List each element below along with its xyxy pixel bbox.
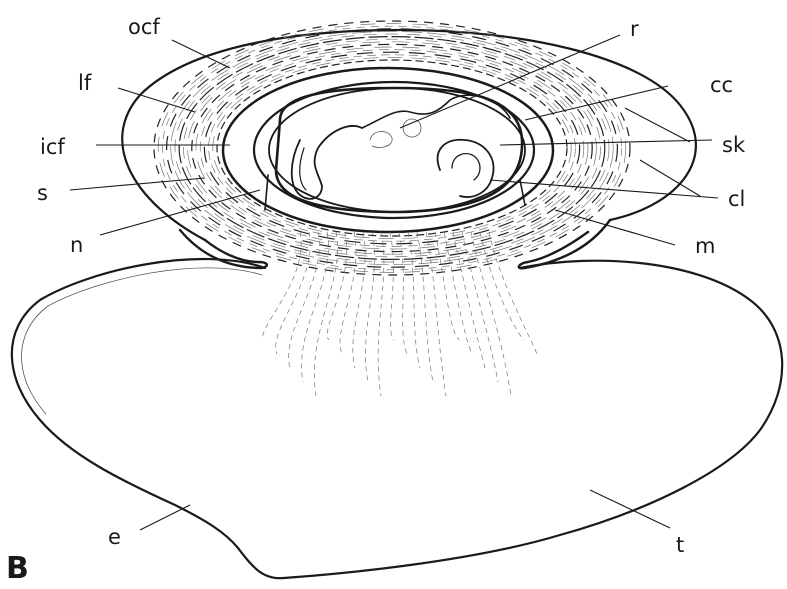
fibre-ring bbox=[199, 49, 585, 247]
right-organ-coil bbox=[451, 153, 481, 181]
neck-strand bbox=[452, 231, 486, 369]
panel-label: B bbox=[6, 551, 29, 584]
fibre-ring bbox=[203, 51, 581, 245]
right-neck-fold bbox=[517, 218, 612, 270]
label-s: s bbox=[37, 181, 48, 205]
leader-m bbox=[554, 209, 676, 246]
neck-strand bbox=[425, 231, 447, 397]
neck-strand bbox=[398, 231, 408, 355]
fibre-ring bbox=[208, 54, 576, 242]
neck-strand bbox=[416, 231, 434, 383]
label-m: m bbox=[695, 234, 715, 258]
neck-strand bbox=[288, 231, 320, 369]
capsule-ring-outer bbox=[221, 66, 555, 234]
fibre-ring bbox=[195, 46, 589, 250]
label-r: r bbox=[630, 17, 639, 41]
left-internal-organ bbox=[290, 125, 363, 200]
neck-strand bbox=[301, 231, 329, 383]
fibre-ring bbox=[216, 59, 568, 237]
fibre-ring bbox=[187, 41, 597, 255]
fibre-ring bbox=[166, 28, 618, 268]
leader-t bbox=[589, 489, 671, 529]
neck-strand bbox=[352, 231, 366, 369]
left-organ-lining bbox=[299, 147, 307, 191]
leader-n bbox=[99, 189, 261, 236]
fibre-ring bbox=[157, 23, 627, 273]
leader-sk-1 bbox=[499, 139, 713, 146]
label-cc: cc bbox=[710, 73, 733, 97]
right-internal-organ bbox=[436, 138, 495, 198]
lower-sac-inner-edge bbox=[21, 267, 263, 415]
label-icf: icf bbox=[40, 135, 65, 159]
leader-r bbox=[399, 34, 621, 129]
neck-strand bbox=[470, 231, 512, 397]
fibre-ring bbox=[153, 20, 631, 276]
lower-sac-outline bbox=[10, 257, 784, 580]
leader-sk-2 bbox=[624, 107, 691, 143]
neck-strand bbox=[488, 231, 538, 355]
small-bulb bbox=[402, 118, 422, 138]
neck-strand bbox=[365, 231, 375, 383]
label-t: t bbox=[676, 533, 684, 557]
neck-strand bbox=[339, 231, 357, 355]
neck-strand bbox=[407, 231, 421, 369]
fibre-ring bbox=[191, 43, 593, 253]
neck-strand bbox=[377, 231, 385, 397]
label-lf: lf bbox=[78, 71, 92, 95]
leader-ocf bbox=[171, 39, 231, 69]
upper-tube bbox=[361, 94, 511, 129]
label-cl: cl bbox=[728, 187, 745, 211]
label-n: n bbox=[70, 233, 83, 257]
inner-capsule-body bbox=[274, 86, 524, 214]
capsule-ring-middle bbox=[252, 80, 536, 220]
neck-strand bbox=[275, 231, 311, 355]
left-neck-fold bbox=[178, 228, 269, 270]
neck-strands bbox=[262, 231, 538, 397]
leader-cl-1 bbox=[489, 179, 719, 199]
fibre-ring bbox=[212, 57, 572, 239]
label-ocf: ocf bbox=[128, 15, 160, 39]
neck-strand bbox=[314, 231, 338, 397]
fibre-ring bbox=[174, 33, 610, 263]
leader-cl-2 bbox=[639, 159, 701, 197]
fibre-ring bbox=[183, 38, 601, 258]
leader-s bbox=[69, 177, 206, 191]
leader-e bbox=[139, 504, 191, 531]
neck-strand bbox=[461, 231, 499, 383]
small-structure-r bbox=[369, 131, 393, 148]
fibre-ring bbox=[162, 25, 622, 271]
neck-strand bbox=[389, 231, 395, 341]
chamber-shelf bbox=[264, 174, 526, 211]
fibre-layers bbox=[153, 20, 631, 276]
outer-capsule bbox=[121, 28, 697, 242]
neck-strand bbox=[479, 231, 525, 341]
leader-cc bbox=[524, 85, 669, 121]
neck-strand bbox=[262, 231, 302, 341]
label-e: e bbox=[108, 525, 121, 549]
fibre-ring bbox=[178, 35, 606, 261]
leader-lf bbox=[117, 87, 196, 113]
label-sk: sk bbox=[722, 133, 746, 157]
fibre-ring bbox=[170, 31, 614, 265]
